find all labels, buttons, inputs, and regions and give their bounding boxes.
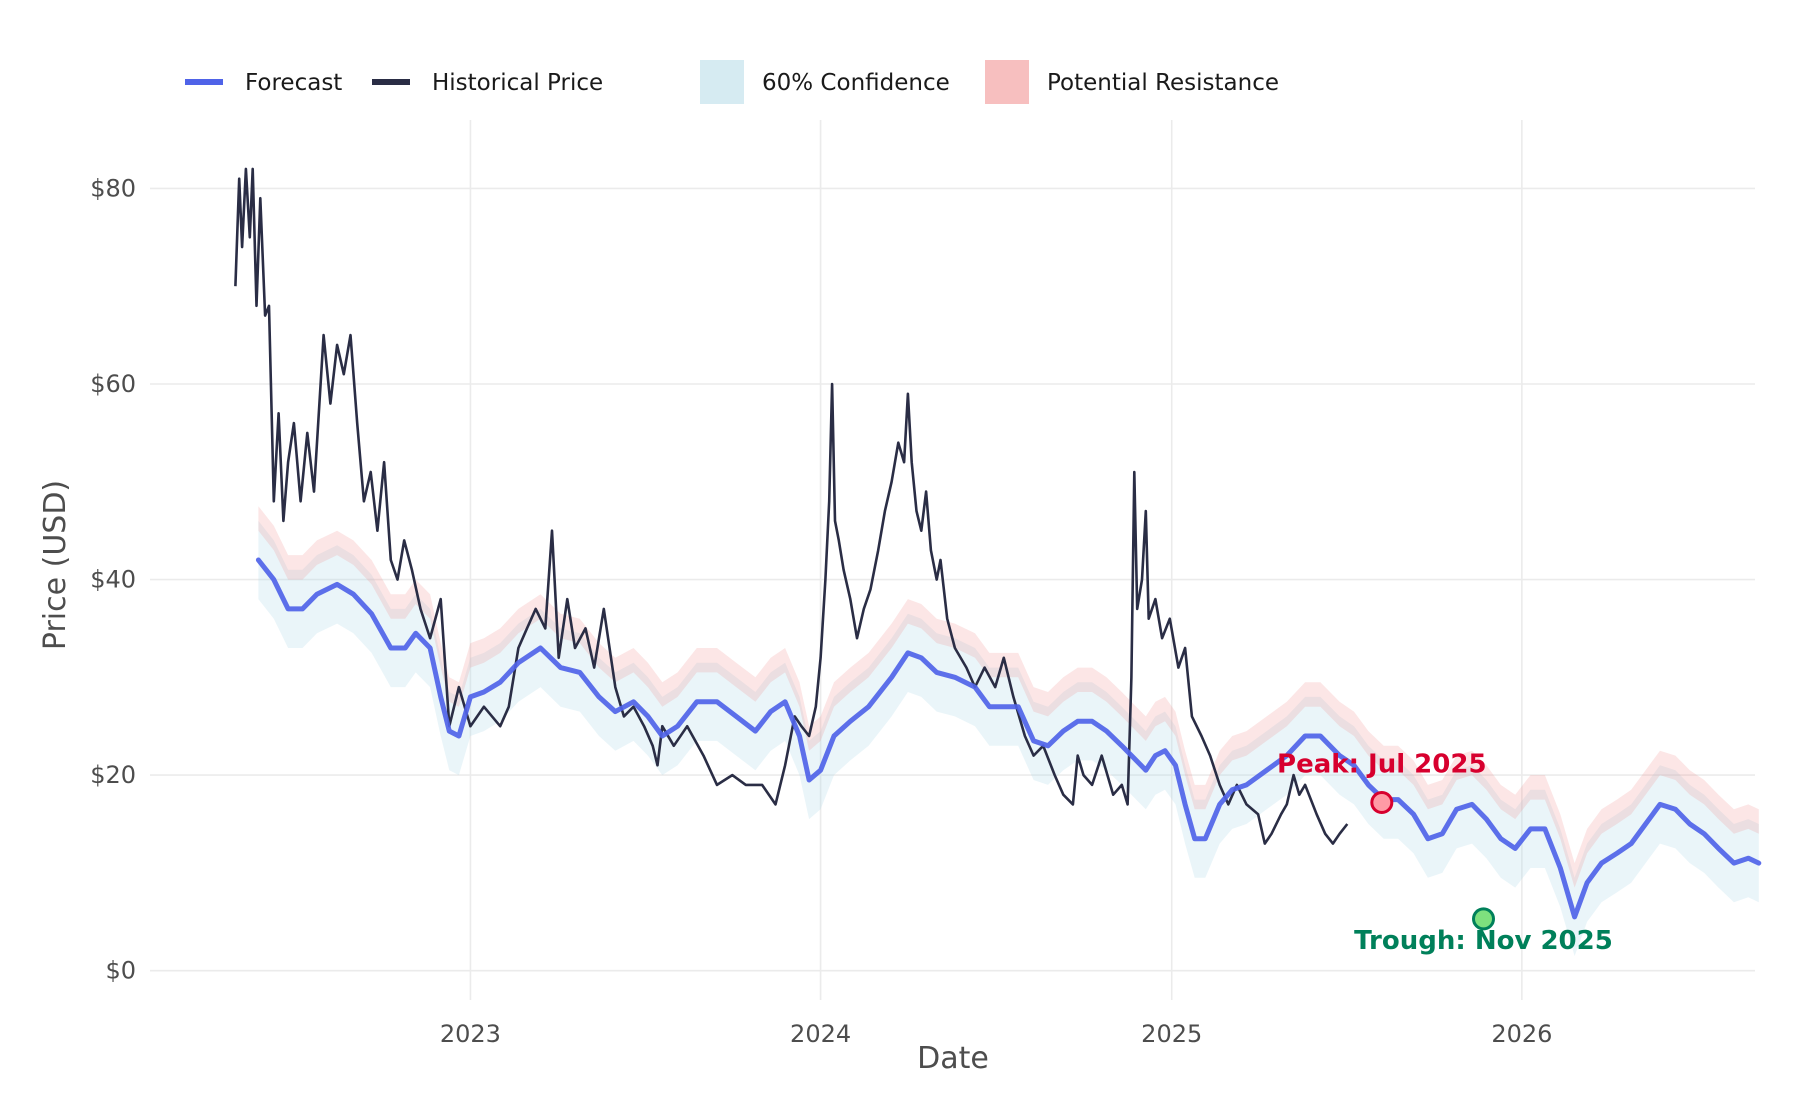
grid [150, 120, 1755, 1000]
bands [258, 506, 1759, 956]
60-confidence-band [258, 520, 1759, 956]
forecast-line [255, 557, 1762, 920]
y-tick-label: $60 [90, 370, 136, 398]
peak-marker [1370, 790, 1394, 814]
legend: Forecast Historical Price 60% Confidence Po… [185, 60, 1279, 104]
peak-label: Peak: Jul 2025 [1277, 749, 1487, 779]
tick-labels: $0 $20 $40 $60 $80 2023 2024 2025 2026 [90, 174, 1552, 1048]
x-tick-label: 2025 [1141, 1020, 1202, 1048]
x-axis-title: Date [917, 1041, 989, 1076]
legend-key-60-confidence [700, 60, 744, 104]
legend-key-potential-resistance [985, 60, 1029, 104]
y-axis-title: Price (USD) [38, 480, 73, 650]
x-tick-label: 2026 [1491, 1020, 1552, 1048]
y-tick-label: $80 [90, 174, 136, 202]
legend-label-60-confidence: 60% Confidence [762, 70, 950, 96]
legend-label-forecast: Forecast [245, 70, 342, 96]
trough-marker [1472, 907, 1496, 931]
x-tick-label: 2024 [790, 1020, 851, 1048]
y-tick-label: $0 [105, 957, 136, 985]
historical-price-line [234, 167, 1349, 845]
series-lines [234, 167, 1762, 920]
legend-label-historical-price: Historical Price [432, 70, 603, 96]
annotations: Peak: Jul 2025 Trough: Nov 2025 [1277, 749, 1613, 955]
y-tick-label: $20 [90, 761, 136, 789]
y-tick-label: $40 [90, 566, 136, 594]
trough-label: Trough: Nov 2025 [1354, 926, 1613, 956]
legend-label-potential-resistance: Potential Resistance [1047, 70, 1279, 96]
x-tick-label: 2023 [440, 1020, 501, 1048]
